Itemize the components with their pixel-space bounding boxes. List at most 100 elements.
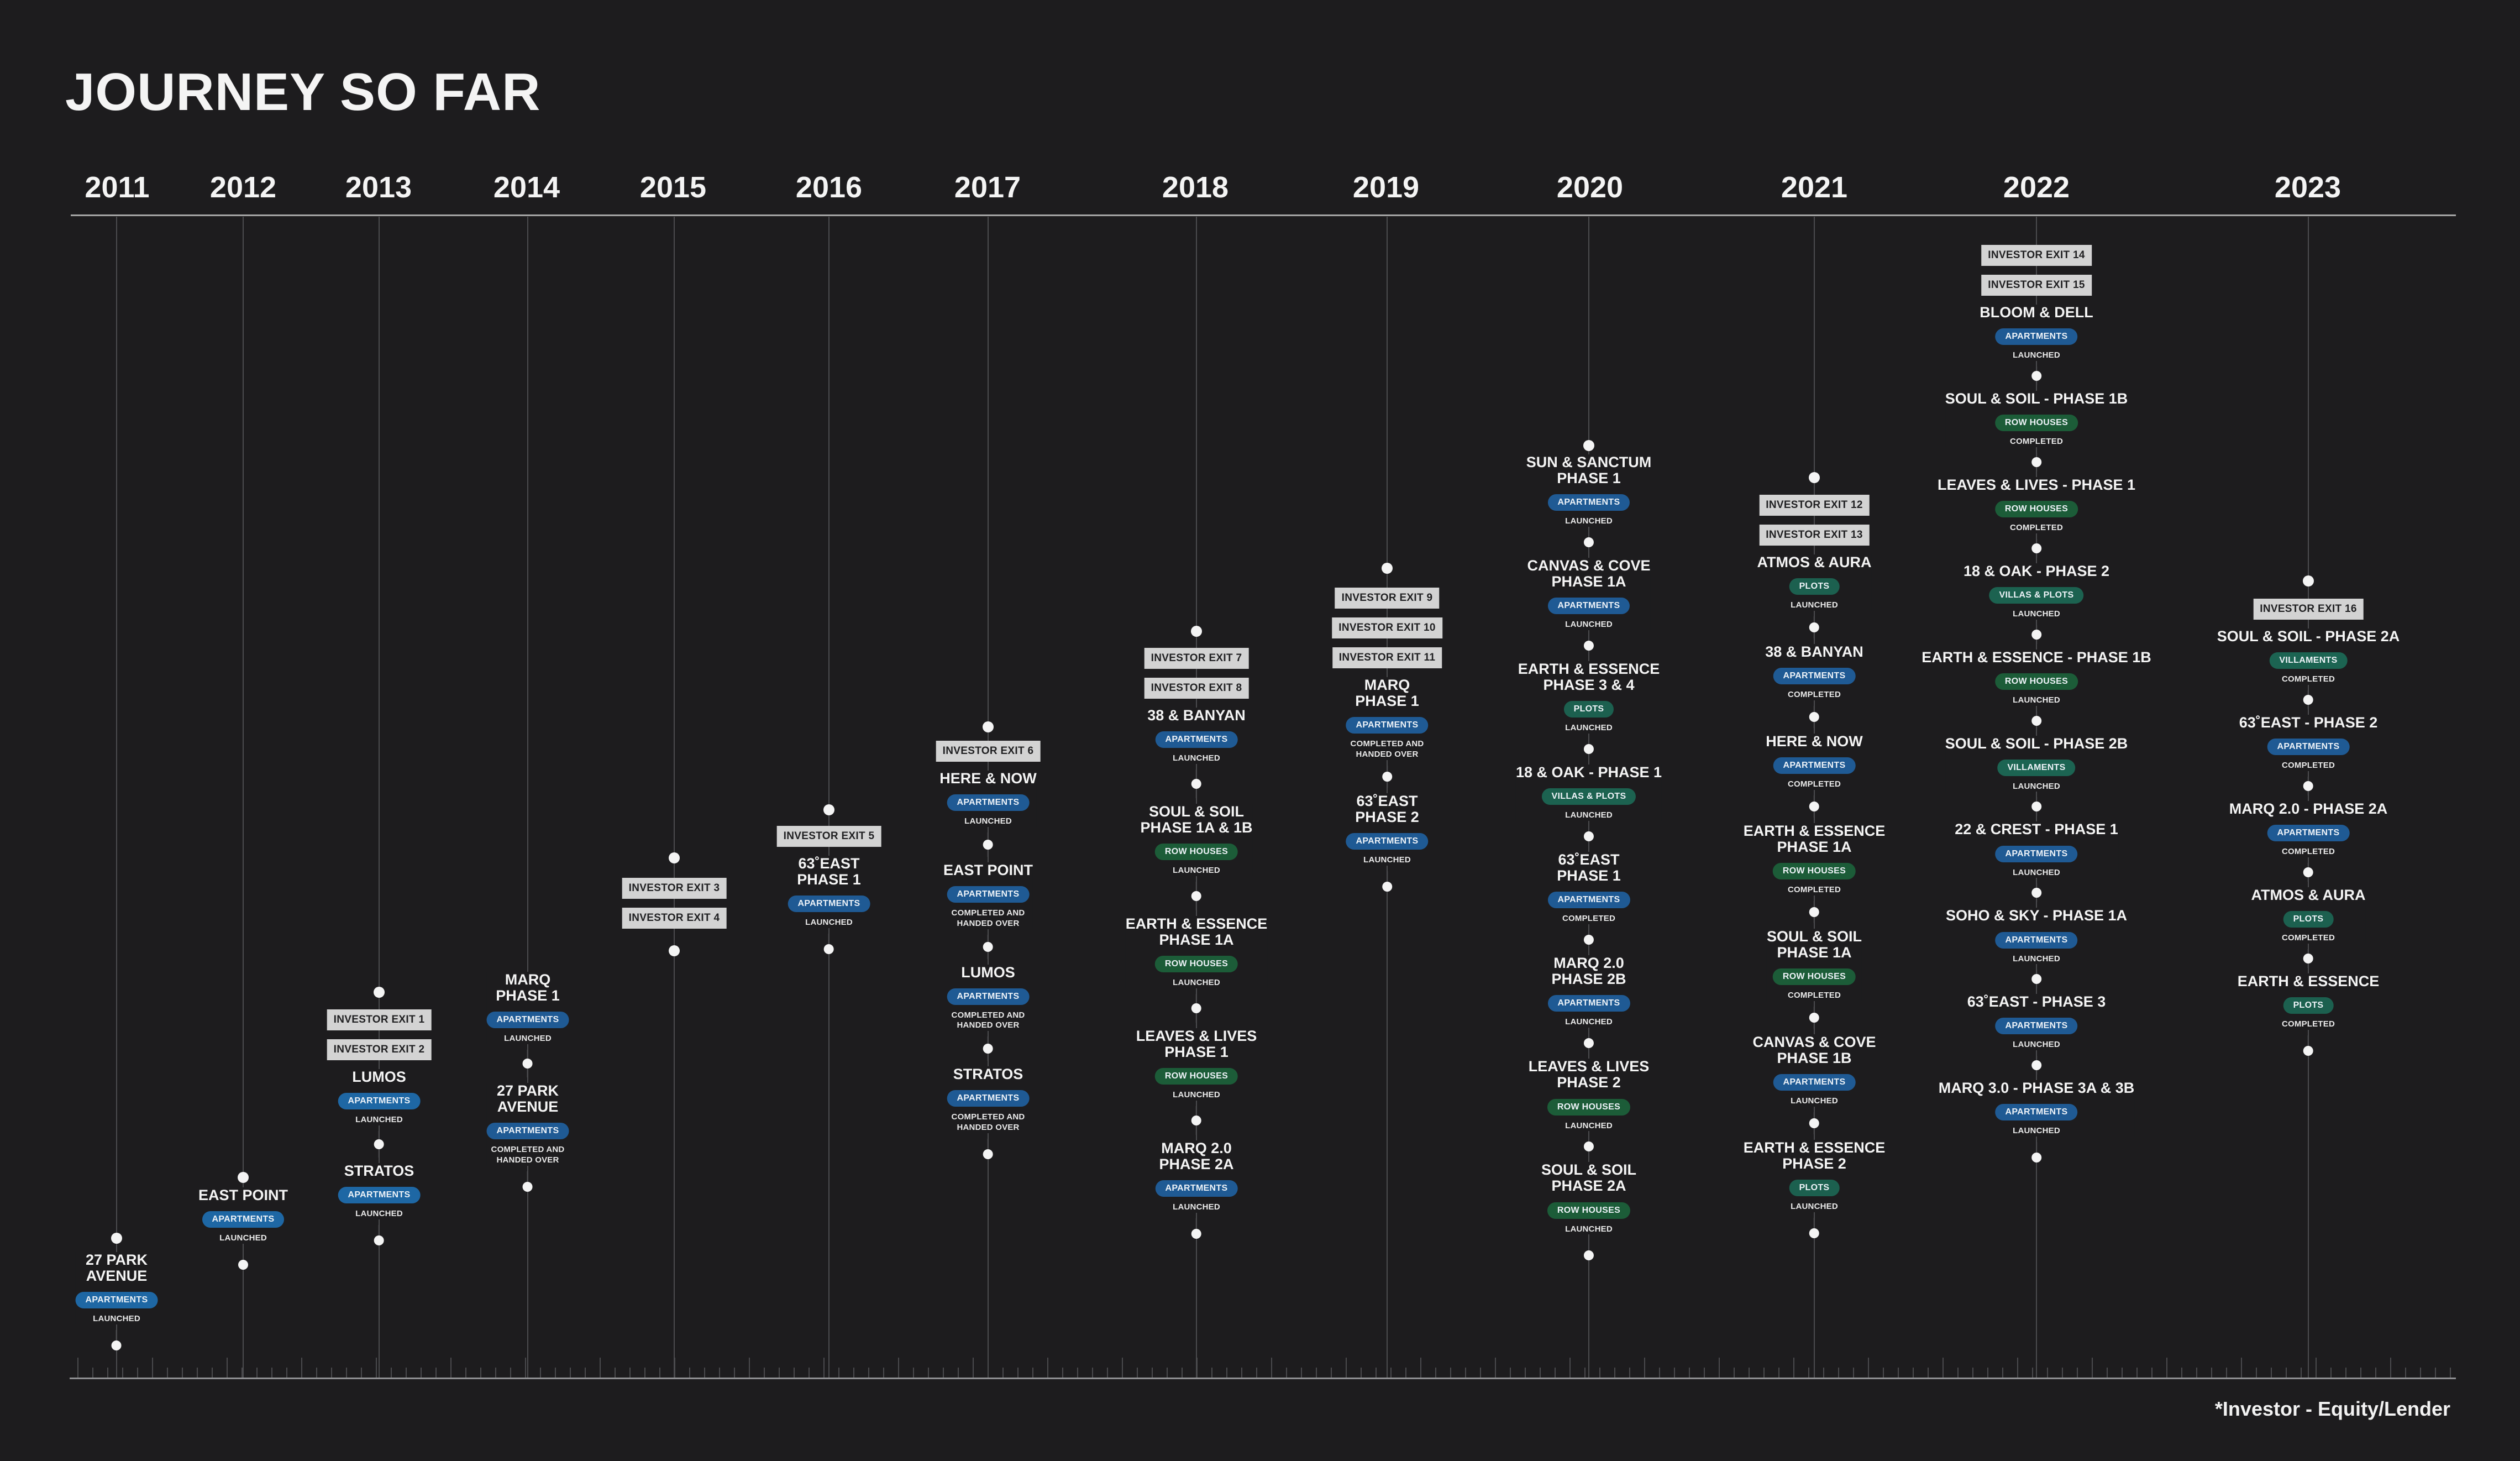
project-status: LAUNCHED bbox=[1173, 753, 1220, 763]
axis-tick bbox=[1510, 1368, 1511, 1378]
year-group-2020: SUN & SANCTUM PHASE 1 APARTMENTS LAUNCHED C… bbox=[1515, 454, 1662, 1261]
axis-tick bbox=[2360, 1368, 2361, 1378]
axis-tick bbox=[2330, 1368, 2332, 1378]
year-label-2012: 2012 bbox=[209, 171, 277, 204]
axis-tick bbox=[316, 1368, 317, 1378]
axis-tick bbox=[973, 1358, 974, 1378]
axis-tick bbox=[1226, 1368, 1227, 1378]
project-name: BLOOM & DELL bbox=[1980, 304, 2093, 321]
connector bbox=[1809, 1006, 1819, 1029]
connector bbox=[2303, 949, 2313, 968]
axis-tick bbox=[1002, 1368, 1004, 1378]
connector bbox=[2031, 366, 2041, 385]
project-entry: 18 & OAK - PHASE 2 VILLAS & PLOTS LAUNCHED bbox=[1963, 563, 2110, 620]
project-status: LAUNCHED bbox=[1173, 866, 1220, 876]
connector bbox=[2303, 776, 2313, 795]
project-entry: SOUL & SOIL PHASE 1A & 1B ROW HOUSES LAUNC… bbox=[1140, 803, 1253, 876]
project-type-badge: ROW HOUSES bbox=[1994, 500, 2078, 517]
project-entry: EARTH & ESSENCE PHASE 3 & 4 PLOTS LAUNCHED bbox=[1518, 661, 1660, 734]
project-entry: STRATOS APARTMENTS LAUNCHED bbox=[338, 1162, 421, 1219]
connector bbox=[983, 832, 993, 857]
project-status: COMPLETED AND HANDED OVER bbox=[1350, 739, 1424, 760]
project-status: LAUNCHED bbox=[1565, 1017, 1613, 1027]
axis-tick bbox=[1152, 1368, 1153, 1378]
connector bbox=[2031, 883, 2041, 903]
project-name: STRATOS bbox=[953, 1066, 1023, 1083]
project-name: EARTH & ESSENCE PHASE 1A bbox=[1743, 822, 1886, 855]
axis-tick bbox=[107, 1368, 108, 1378]
axis-tick bbox=[1913, 1368, 1914, 1378]
year-group-2012: EAST POINT APARTMENTS LAUNCHED bbox=[198, 1187, 288, 1270]
milestone-dot bbox=[1809, 472, 1820, 483]
investor-exit-badge: INVESTOR EXIT 14 bbox=[1981, 245, 2092, 266]
project-name: 63˚EAST PHASE 2 bbox=[1355, 792, 1419, 825]
year-group-2016: INVESTOR EXIT 5 63˚EAST PHASE 1 APARTMENTS… bbox=[776, 826, 881, 955]
year-label-2023: 2023 bbox=[2274, 171, 2342, 204]
axis-tick bbox=[286, 1368, 287, 1378]
connector bbox=[522, 1171, 533, 1192]
project-type-badge: APARTMENTS bbox=[486, 1123, 569, 1140]
axis-tick bbox=[1928, 1368, 1929, 1378]
milestone-dot bbox=[2031, 802, 2041, 812]
project-type-badge: ROW HOUSES bbox=[1154, 844, 1238, 861]
project-entry: EARTH & ESSENCE PLOTS COMPLETED bbox=[2237, 972, 2380, 1030]
year-group-2014: MARQ PHASE 1 APARTMENTS LAUNCHED 27 PARK AV… bbox=[486, 971, 569, 1192]
milestone-dot bbox=[1191, 1003, 1201, 1014]
connector bbox=[1809, 900, 1819, 923]
project-entry: ATMOS & AURA PLOTS LAUNCHED bbox=[1757, 554, 1872, 611]
axis-tick bbox=[1182, 1368, 1183, 1378]
milestone-dot bbox=[374, 1139, 384, 1149]
project-name: EARTH & ESSENCE PHASE 3 & 4 bbox=[1518, 661, 1660, 694]
project-entry: EARTH & ESSENCE PHASE 1A ROW HOUSES LAUNCH… bbox=[1125, 915, 1268, 989]
project-status: COMPLETED AND HANDED OVER bbox=[491, 1145, 565, 1165]
year-label-2020: 2020 bbox=[1556, 171, 1624, 204]
axis-tick bbox=[1599, 1368, 1600, 1378]
project-name: SOUL & SOIL PHASE 1A & 1B bbox=[1140, 803, 1253, 836]
year-label-2017: 2017 bbox=[954, 171, 1021, 204]
axis-tick bbox=[301, 1358, 302, 1378]
milestone-dot bbox=[1191, 891, 1201, 901]
axis-tick bbox=[838, 1368, 839, 1378]
project-entry: SOHO & SKY - PHASE 1A APARTMENTS LAUNCHED bbox=[1945, 908, 2128, 965]
project-status: COMPLETED bbox=[2282, 1019, 2335, 1029]
investor-exit-badge: INVESTOR EXIT 13 bbox=[1759, 525, 1870, 546]
investor-exit-badge: INVESTOR EXIT 12 bbox=[1759, 495, 1870, 516]
project-type-badge: APARTMENTS bbox=[947, 988, 1030, 1005]
axis-tick bbox=[1167, 1368, 1168, 1378]
milestone-dot bbox=[2303, 575, 2314, 587]
axis-tick bbox=[346, 1368, 347, 1378]
axis-tick bbox=[2450, 1368, 2451, 1378]
connector bbox=[1191, 994, 1201, 1023]
axis-tick bbox=[495, 1368, 496, 1378]
investor-exit-badge: INVESTOR EXIT 16 bbox=[2253, 599, 2364, 620]
investor-exit-badge: INVESTOR EXIT 5 bbox=[776, 826, 881, 847]
timeline-line-2012 bbox=[243, 217, 244, 1378]
project-entry: MARQ 2.0 PHASE 2B APARTMENTS LAUNCHED bbox=[1547, 955, 1630, 1028]
investor-exit-badge: INVESTOR EXIT 9 bbox=[1335, 588, 1440, 609]
axis-tick bbox=[2032, 1368, 2033, 1378]
milestone-dot bbox=[2031, 888, 2041, 898]
axis-tick bbox=[2435, 1368, 2436, 1378]
project-type-badge: ROW HOUSES bbox=[1772, 863, 1856, 880]
axis-tick bbox=[2375, 1368, 2376, 1378]
project-name: EARTH & ESSENCE bbox=[2237, 972, 2380, 989]
project-entry: HERE & NOW APARTMENTS LAUNCHED bbox=[939, 770, 1037, 827]
project-name: 22 & CREST - PHASE 1 bbox=[1955, 821, 2118, 838]
year-group-2011: 27 PARK AVENUE APARTMENTS LAUNCHED bbox=[75, 1251, 158, 1351]
axis-tick bbox=[167, 1368, 168, 1378]
connector bbox=[238, 1249, 248, 1270]
axis-tick bbox=[570, 1368, 571, 1378]
project-entry: MARQ PHASE 1 APARTMENTS COMPLETED AND HAND… bbox=[1346, 677, 1429, 760]
project-type-badge: APARTMENTS bbox=[1155, 731, 1238, 748]
project-name: SOUL & SOIL - PHASE 1B bbox=[1945, 390, 2128, 407]
project-name: CANVAS & COVE PHASE 1B bbox=[1752, 1033, 1876, 1066]
axis-tick bbox=[1823, 1368, 1824, 1378]
project-status: LAUNCHED bbox=[805, 918, 853, 928]
axis-tick bbox=[182, 1368, 183, 1378]
milestone-dot bbox=[238, 1259, 248, 1270]
year-label-2019: 2019 bbox=[1352, 171, 1420, 204]
axis-tick bbox=[2166, 1358, 2167, 1378]
axis-tick bbox=[1868, 1358, 1869, 1378]
project-type-badge: APARTMENTS bbox=[1773, 1074, 1856, 1091]
project-status: COMPLETED AND HANDED OVER bbox=[951, 908, 1025, 928]
